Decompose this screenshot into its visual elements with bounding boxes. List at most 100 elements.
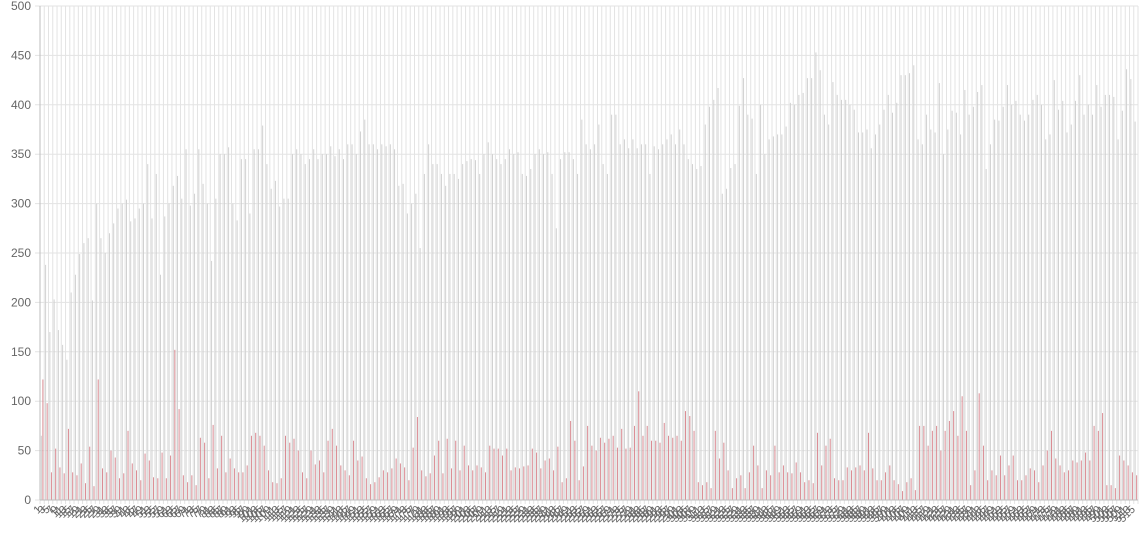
bar-series-2 xyxy=(787,472,789,500)
bar-series-2 xyxy=(216,468,218,500)
bar-series-2 xyxy=(519,468,521,500)
bar-series-1 xyxy=(440,173,442,500)
bar-series-2 xyxy=(106,472,108,500)
bar-series-2 xyxy=(646,425,648,500)
bar-series-2 xyxy=(361,456,363,500)
bar-series-2 xyxy=(174,349,176,500)
bar-series-2 xyxy=(1127,465,1129,500)
bar-series-2 xyxy=(144,453,146,500)
bar-series-1 xyxy=(704,124,706,500)
vertical-gridlines xyxy=(39,6,1139,504)
bar-series-1 xyxy=(747,114,749,501)
bar-series-1 xyxy=(236,220,238,500)
bar-series-1 xyxy=(108,233,110,501)
bar-series-2 xyxy=(476,465,478,500)
bar-series-2 xyxy=(744,488,746,500)
bar-series-1 xyxy=(900,75,902,500)
bar-series-1 xyxy=(160,274,161,500)
bar-series-1 xyxy=(1066,132,1068,500)
bar-series-2 xyxy=(659,442,661,500)
bar-series-1 xyxy=(623,139,625,500)
y-tick-label: 100 xyxy=(11,394,31,408)
bar-series-2 xyxy=(872,468,874,500)
bar-series-2 xyxy=(740,475,742,500)
bar-series-2 xyxy=(889,465,891,500)
bar-series-2 xyxy=(84,483,86,500)
bar-series-2 xyxy=(442,473,444,500)
bar-series-2 xyxy=(1034,470,1035,500)
bar-series-1 xyxy=(377,149,379,500)
bar-series-1 xyxy=(487,142,489,500)
bar-series-1 xyxy=(49,332,51,500)
bar-series-1 xyxy=(1092,114,1094,501)
bar-series-2 xyxy=(736,478,738,500)
bar-series-1 xyxy=(117,208,119,501)
bar-series-2 xyxy=(408,480,410,500)
bar-series-2 xyxy=(676,435,678,500)
bar-series-2 xyxy=(680,440,682,500)
bar-series-2 xyxy=(923,425,925,500)
bar-series-1 xyxy=(389,144,391,500)
bar-series-1 xyxy=(696,169,698,500)
bar-series-2 xyxy=(187,482,189,500)
bar-series-2 xyxy=(42,379,44,500)
bar-series-2 xyxy=(229,458,231,500)
bar-series-1 xyxy=(1083,114,1085,501)
bar-series-2 xyxy=(425,476,427,500)
bar-series-1 xyxy=(134,218,136,501)
bar-series-2 xyxy=(327,440,329,500)
bar-series-2 xyxy=(1123,460,1125,500)
bar-series-1 xyxy=(155,173,157,500)
bar-series-1 xyxy=(130,221,132,500)
bar-series-1 xyxy=(875,134,876,500)
bar-series-1 xyxy=(743,78,745,501)
bar-series-2 xyxy=(497,448,499,500)
bar-series-1 xyxy=(547,152,549,500)
bar-series-1 xyxy=(1049,134,1051,500)
bar-series-2 xyxy=(608,438,610,500)
bar-series-2 xyxy=(714,430,716,500)
bar-series-2 xyxy=(723,442,725,500)
bar-series-2 xyxy=(804,482,806,500)
bar-series-2 xyxy=(263,445,265,500)
bar-series-2 xyxy=(416,417,418,500)
bar-series-2 xyxy=(910,478,912,500)
bar-series-2 xyxy=(391,468,393,500)
bar-series-2 xyxy=(1114,488,1116,500)
bar-series-1 xyxy=(1023,120,1025,501)
y-tick-label: 300 xyxy=(11,197,31,211)
bar-series-1 xyxy=(419,248,421,500)
bar-series-2 xyxy=(578,480,580,500)
bar-series-1 xyxy=(858,132,859,500)
bar-series-2 xyxy=(527,465,529,500)
bar-series-2 xyxy=(50,472,52,500)
bar-series-2 xyxy=(246,465,248,500)
bar-series-1 xyxy=(662,144,664,500)
bar-series-2 xyxy=(638,391,640,500)
bar-series-2 xyxy=(259,435,261,500)
y-tick-label: 500 xyxy=(11,0,31,13)
bar-series-2 xyxy=(965,430,967,500)
bar-series-2 xyxy=(378,477,380,500)
bar-series-2 xyxy=(765,470,767,500)
bar-series-1 xyxy=(998,120,1000,501)
bar-series-2 xyxy=(663,422,665,500)
bar-series-1 xyxy=(504,159,506,500)
bar-series-1 xyxy=(445,185,447,500)
bar-series-1 xyxy=(164,216,166,500)
bar-series-2 xyxy=(221,435,223,500)
bar-series-2 xyxy=(961,396,963,500)
bar-series-1 xyxy=(802,92,804,500)
bar-series-1 xyxy=(534,154,536,500)
bar-series-1 xyxy=(87,238,89,500)
bar-series-2 xyxy=(225,472,227,500)
bar-series-1 xyxy=(274,180,276,500)
bar-series-1 xyxy=(1041,104,1042,501)
y-tick-label: 350 xyxy=(11,147,31,161)
bar-series-1 xyxy=(189,205,191,500)
bar-series-2 xyxy=(685,411,686,500)
bar-series-2 xyxy=(1102,413,1104,500)
bar-series-2 xyxy=(863,470,865,500)
bar-series-2 xyxy=(940,450,942,500)
bar-series-2 xyxy=(485,472,486,500)
